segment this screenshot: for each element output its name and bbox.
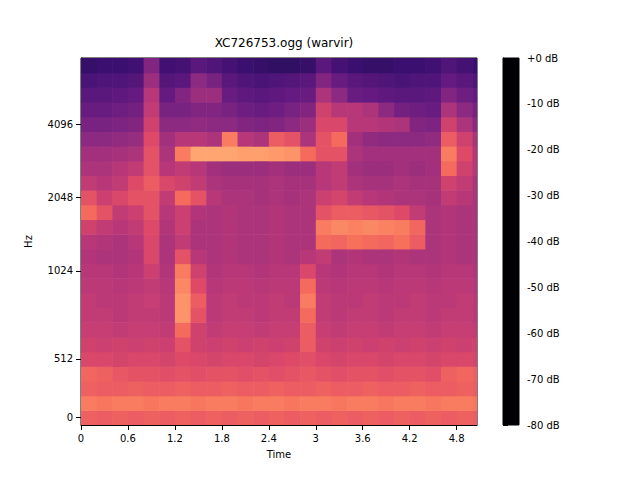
svg-text:1024: 1024 [48, 265, 73, 276]
svg-text:2048: 2048 [48, 192, 73, 203]
svg-text:-40 dB: -40 dB [527, 236, 560, 247]
svg-text:4.8: 4.8 [449, 433, 465, 444]
svg-text:-60 dB: -60 dB [527, 328, 560, 339]
svg-text:4.2: 4.2 [402, 433, 418, 444]
svg-text:4096: 4096 [48, 119, 73, 130]
svg-text:-70 dB: -70 dB [527, 374, 560, 385]
svg-text:+0 dB: +0 dB [527, 53, 558, 64]
svg-text:1.8: 1.8 [214, 433, 230, 444]
svg-text:1.2: 1.2 [167, 433, 183, 444]
svg-text:3: 3 [313, 433, 319, 444]
svg-text:-20 dB: -20 dB [527, 144, 560, 155]
svg-text:512: 512 [54, 353, 73, 364]
svg-text:-10 dB: -10 dB [527, 98, 560, 109]
svg-text:-30 dB: -30 dB [527, 190, 560, 201]
svg-text:Hz: Hz [23, 235, 34, 248]
svg-text:0.6: 0.6 [120, 433, 136, 444]
svg-text:2.4: 2.4 [261, 433, 277, 444]
svg-text:-80 dB: -80 dB [527, 420, 560, 431]
svg-text:-50 dB: -50 dB [527, 282, 560, 293]
svg-text:0: 0 [67, 412, 73, 423]
svg-text:0: 0 [78, 433, 84, 444]
svg-text:Time: Time [266, 449, 291, 460]
svg-text:XC726753.ogg (warvir): XC726753.ogg (warvir) [215, 36, 354, 50]
svg-text:3.6: 3.6 [355, 433, 371, 444]
